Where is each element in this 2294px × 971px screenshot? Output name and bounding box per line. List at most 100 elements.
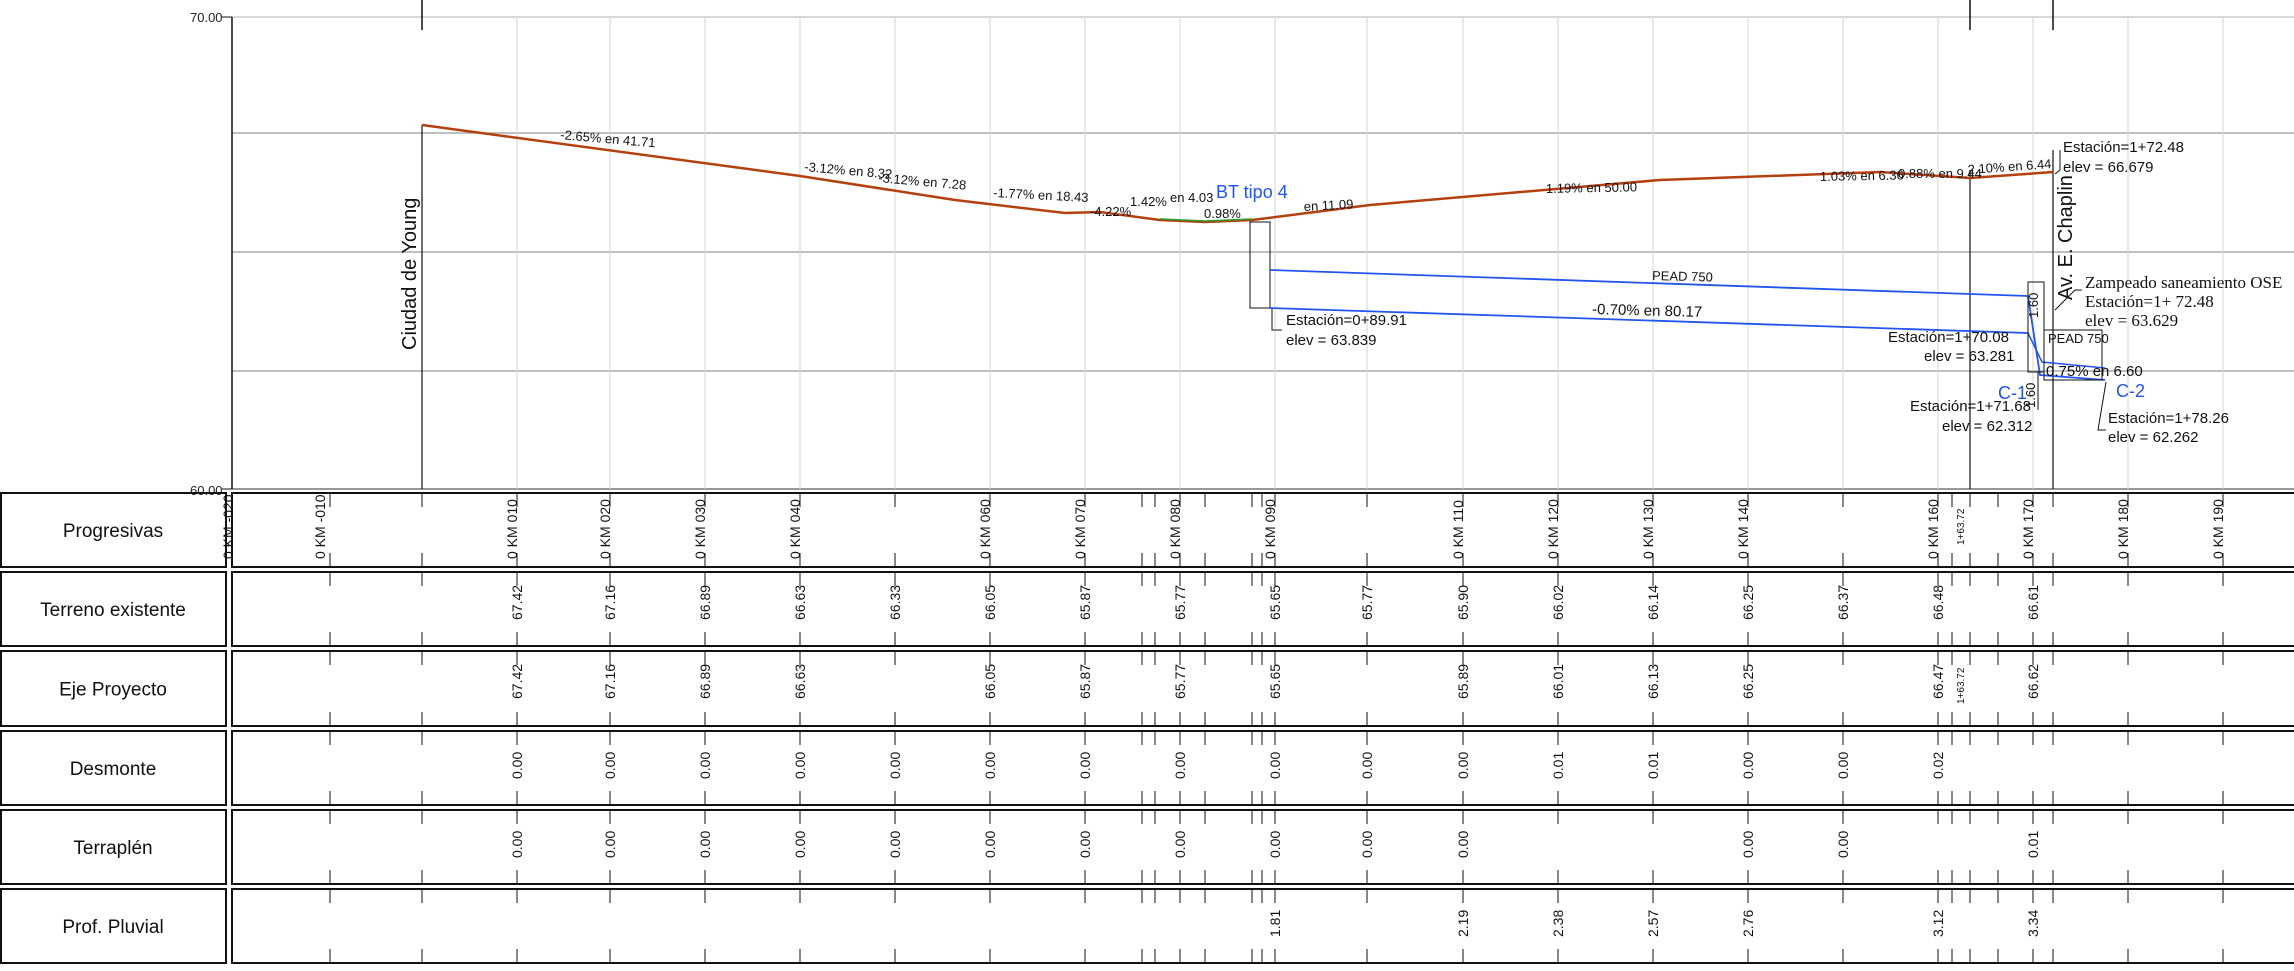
- station-tick-label: 0 KM 110: [1450, 500, 1466, 559]
- grade-label: 1.42%: [1130, 194, 1167, 209]
- eje-value: 65.77: [1172, 664, 1188, 699]
- y-axis-bottom-label: 60.00: [190, 483, 223, 498]
- grade-label: 1.03% en 6.36: [1820, 168, 1904, 184]
- grade-label: en 11.09: [1303, 196, 1353, 214]
- grade-label: -1.77% en 18.43: [993, 185, 1089, 205]
- terrain-profile-line: [421, 123, 2054, 224]
- eje-value: 66.01: [1550, 664, 1566, 699]
- station-note: elev = 63.281: [1924, 348, 2015, 365]
- desmonte-value: 0.00: [887, 752, 903, 779]
- station-tick-label: 0 KM 160: [1925, 499, 1941, 559]
- station-note: Estación=1+71.68: [1910, 398, 2031, 415]
- station-note: elev = 66.679: [2063, 159, 2154, 176]
- terraplen-value: 0.00: [602, 831, 618, 858]
- eje-value: 66.62: [2025, 664, 2041, 699]
- terreno-value: 65.90: [1455, 585, 1471, 620]
- terreno-value: 66.25: [1740, 585, 1756, 620]
- station-tick-label: 0 KM 190: [2210, 499, 2226, 559]
- row-label: Progresivas: [63, 521, 163, 542]
- row-data-box: [231, 571, 2294, 647]
- eje-value: 66.05: [982, 664, 998, 699]
- station-tick-label: 0 KM -020: [220, 494, 236, 559]
- desmonte-value: 0.00: [1267, 752, 1283, 779]
- terraplen-value: 0.00: [1455, 831, 1471, 858]
- station-note: Estación=0+89.91: [1286, 312, 1407, 329]
- camera-box: [2043, 329, 2103, 381]
- eje-value: 67.16: [602, 664, 618, 699]
- station-tick-label: 0 KM 130: [1640, 499, 1656, 559]
- pipe-crown-line: [1269, 269, 2029, 297]
- pipe-invert-line: [1269, 307, 2029, 334]
- station-tick-label: 0 KM 080: [1167, 499, 1183, 559]
- terreno-value: 65.87: [1077, 585, 1093, 620]
- pipe-label: PEAD 750: [2048, 331, 2109, 346]
- desmonte-value: 0.02: [1930, 752, 1946, 779]
- leader-line: [1271, 309, 1282, 331]
- pipe-grade-label: 0.75% en 6.60: [2046, 363, 2143, 380]
- terreno-value: 67.16: [602, 585, 618, 620]
- profile-grid: [222, 0, 2294, 490]
- desmonte-value: 0.01: [1645, 752, 1661, 779]
- station-tick-label: 0 KM 020: [597, 499, 613, 559]
- row-label: Prof. Pluvial: [62, 917, 163, 938]
- y-axis-top-label: 70.00: [190, 10, 223, 25]
- prof-pluvial-value: 2.76: [1740, 910, 1756, 937]
- terraplen-value: 0.00: [1172, 831, 1188, 858]
- station-tick-label: 0 KM 040: [787, 499, 803, 559]
- desmonte-value: 0.00: [1740, 752, 1756, 779]
- desmonte-value: 0.00: [509, 752, 525, 779]
- station-note: Estación=1+78.26: [2108, 410, 2229, 427]
- row-label-box: [0, 888, 227, 964]
- pipe-drop-line: [2027, 332, 2106, 369]
- eje-value: 65.89: [1455, 664, 1471, 699]
- row-label-box: [0, 809, 227, 885]
- vertical-gridlines: [516, 17, 2224, 489]
- desmonte-value: 0.00: [1172, 752, 1188, 779]
- terraplen-value: 0.00: [1740, 831, 1756, 858]
- station-tick-label: 0 KM 060: [977, 499, 993, 559]
- row-data-box: [231, 730, 2294, 806]
- station-tick-label: 1+63.72: [1956, 508, 1967, 545]
- grade-label: en 4.03: [1170, 190, 1213, 205]
- grade-label: -2.65% en 41.71: [560, 127, 656, 150]
- camera-box: [2027, 281, 2045, 373]
- station-note: Estación=1+70.08: [1888, 329, 2009, 346]
- terreno-value: 65.65: [1267, 585, 1283, 620]
- terraplen-value: 0.00: [1359, 831, 1375, 858]
- terraplen-value: 0.00: [1077, 831, 1093, 858]
- terraplen-value: 0.00: [697, 831, 713, 858]
- eje-value: 65.87: [1077, 664, 1093, 699]
- terraplen-value: 0.01: [2025, 831, 2041, 858]
- eje-value: 66.47: [1930, 664, 1946, 699]
- station-tick-label: 0 KM 180: [2115, 499, 2131, 559]
- desmonte-value: 0.00: [1359, 752, 1375, 779]
- row-label-box: [0, 650, 227, 727]
- row-label: Terreno existente: [40, 600, 186, 621]
- station-tick-label: 0 KM -010: [312, 494, 328, 559]
- station-tick-label: 0 KM 090: [1262, 499, 1278, 559]
- station-tick-label: 0 KM 070: [1072, 499, 1088, 559]
- desmonte-value: 0.01: [1550, 752, 1566, 779]
- row-label-box: [0, 730, 227, 806]
- grade-label: 1.19% en 50.00: [1546, 179, 1637, 196]
- street-label-left: Ciudad de Young: [399, 198, 421, 350]
- row-data-box: [231, 809, 2294, 885]
- zampeado-elev: elev = 63.629: [2085, 311, 2178, 330]
- station-tick-label: 0 KM 030: [692, 499, 708, 559]
- grade-label: 0.98%: [1204, 206, 1241, 221]
- terreno-value: 66.61: [2025, 585, 2041, 620]
- prof-pluvial-value: 3.12: [1930, 910, 1946, 937]
- terreno-value: 66.63: [792, 585, 808, 620]
- grade-label: -4.22%: [1090, 204, 1132, 219]
- grade-label: 0.88% en 9.44: [1898, 166, 1982, 181]
- desmonte-value: 0.00: [602, 752, 618, 779]
- desmonte-value: 0.00: [792, 752, 808, 779]
- grade-label: 2.10% en 6.44: [1967, 156, 2052, 177]
- terreno-value: 66.02: [1550, 585, 1566, 620]
- station-note: Estación=1+72.48: [2063, 139, 2184, 156]
- leader-line: [2054, 289, 2082, 311]
- terreno-value: 66.37: [1835, 585, 1851, 620]
- eje-value: 65.65: [1267, 664, 1283, 699]
- terreno-value: 66.05: [982, 585, 998, 620]
